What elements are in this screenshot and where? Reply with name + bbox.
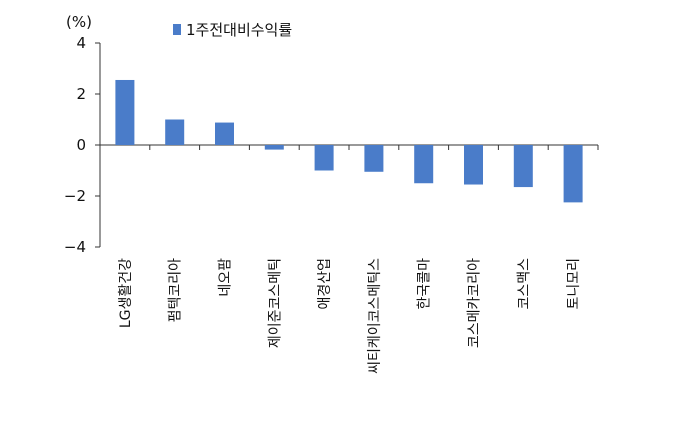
x-category-label: 코스맥스 [516,258,532,310]
x-category-label: 애경산업 [317,258,333,310]
bar [414,145,434,184]
bar [165,119,185,145]
y-ticks: 4 2 0 −2 −4 [64,34,100,256]
bar [563,145,583,203]
bar [314,145,334,171]
y-tick-label: 0 [76,136,86,154]
bar [115,79,135,145]
x-category-label: LG생활건강 [118,258,134,328]
bar [464,145,483,185]
y-unit-label: (%) [66,13,92,31]
y-tick-label: 4 [76,34,86,52]
y-tick-label: 2 [76,85,86,103]
x-category-label: 네오팜 [218,258,234,297]
bar [364,145,384,172]
bar [513,145,533,188]
x-category-label: 펌텍코리아 [168,258,184,323]
x-category-label: 한국콜마 [417,258,433,310]
legend-label: 1주전대비수익률 [186,21,292,39]
x-category-label: 코스메카코리아 [467,258,483,348]
y-tick-label: −4 [64,238,86,256]
x-category-label: 제이준코스메틱 [267,258,283,348]
bar [264,145,284,150]
x-category-label: 씨티케이코스메틱스 [367,258,383,374]
bar [215,122,234,145]
x-labels: LG생활건강 펌텍코리아 네오팜 제이준코스메틱 애경산업 씨티케이코스메틱스 한국콜마 코스… [118,258,582,374]
x-category-label: 토니모리 [566,258,582,310]
bars [115,79,583,203]
y-tick-label: −2 [64,187,86,205]
legend-swatch [173,24,181,35]
